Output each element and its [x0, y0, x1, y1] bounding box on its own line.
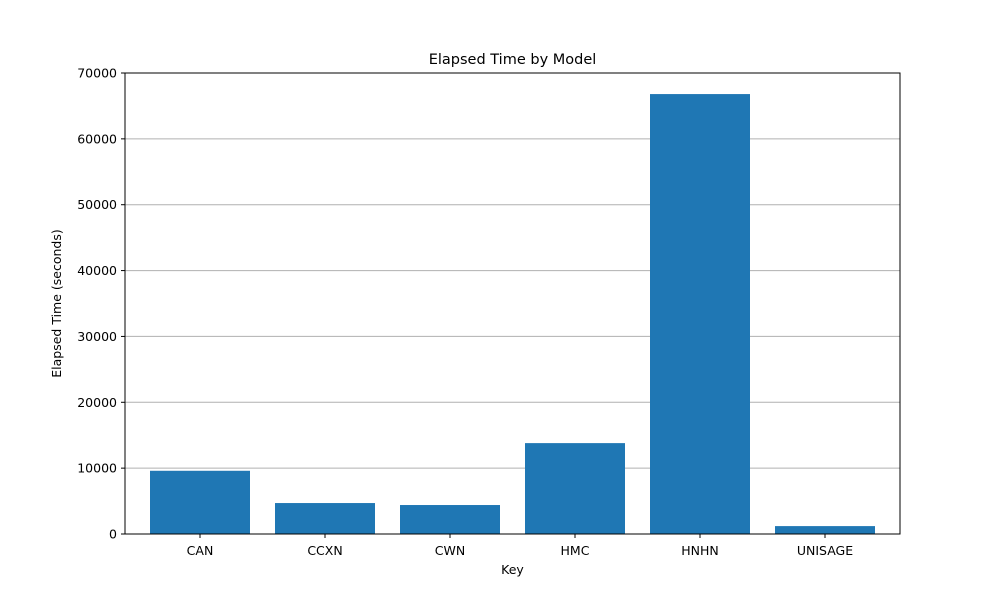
bars: [150, 94, 875, 535]
y-tick-label: 20000: [77, 395, 117, 410]
y-tick-label: 30000: [77, 329, 117, 344]
y-tick-label: 60000: [77, 131, 117, 146]
y-axis-label: Elapsed Time (seconds): [49, 229, 64, 378]
chart-title: Elapsed Time by Model: [429, 52, 597, 68]
x-tick-label: CAN: [187, 543, 214, 558]
y-tick-label: 10000: [77, 461, 117, 476]
x-tick-label: CCXN: [307, 543, 342, 558]
bar-can: [150, 470, 250, 534]
x-axis-label: Key: [501, 562, 524, 577]
y-axis-ticks: 0 10000 20000 30000 40000 50000 60000 70000: [77, 66, 125, 542]
bar-hmc: [525, 443, 625, 534]
bar-ccxn: [275, 503, 375, 534]
y-tick-label: 50000: [77, 197, 117, 212]
gridlines: [125, 138, 900, 469]
plot-frame: [124, 72, 901, 535]
x-tick-label: HNHN: [681, 543, 719, 558]
y-tick-label: 40000: [77, 263, 117, 278]
x-tick-label: CWN: [435, 543, 465, 558]
bar-hnhn: [650, 94, 750, 535]
bar-cwn: [400, 505, 500, 534]
x-tick-label: HMC: [561, 543, 590, 558]
y-tick-label: 0: [109, 527, 117, 542]
x-tick-label: UNISAGE: [797, 543, 853, 558]
y-tick-label: 70000: [77, 66, 117, 81]
bar-unisage: [775, 526, 875, 534]
x-axis-ticks: CAN CCXN CWN HMC HNHN UNISAGE: [187, 534, 853, 558]
